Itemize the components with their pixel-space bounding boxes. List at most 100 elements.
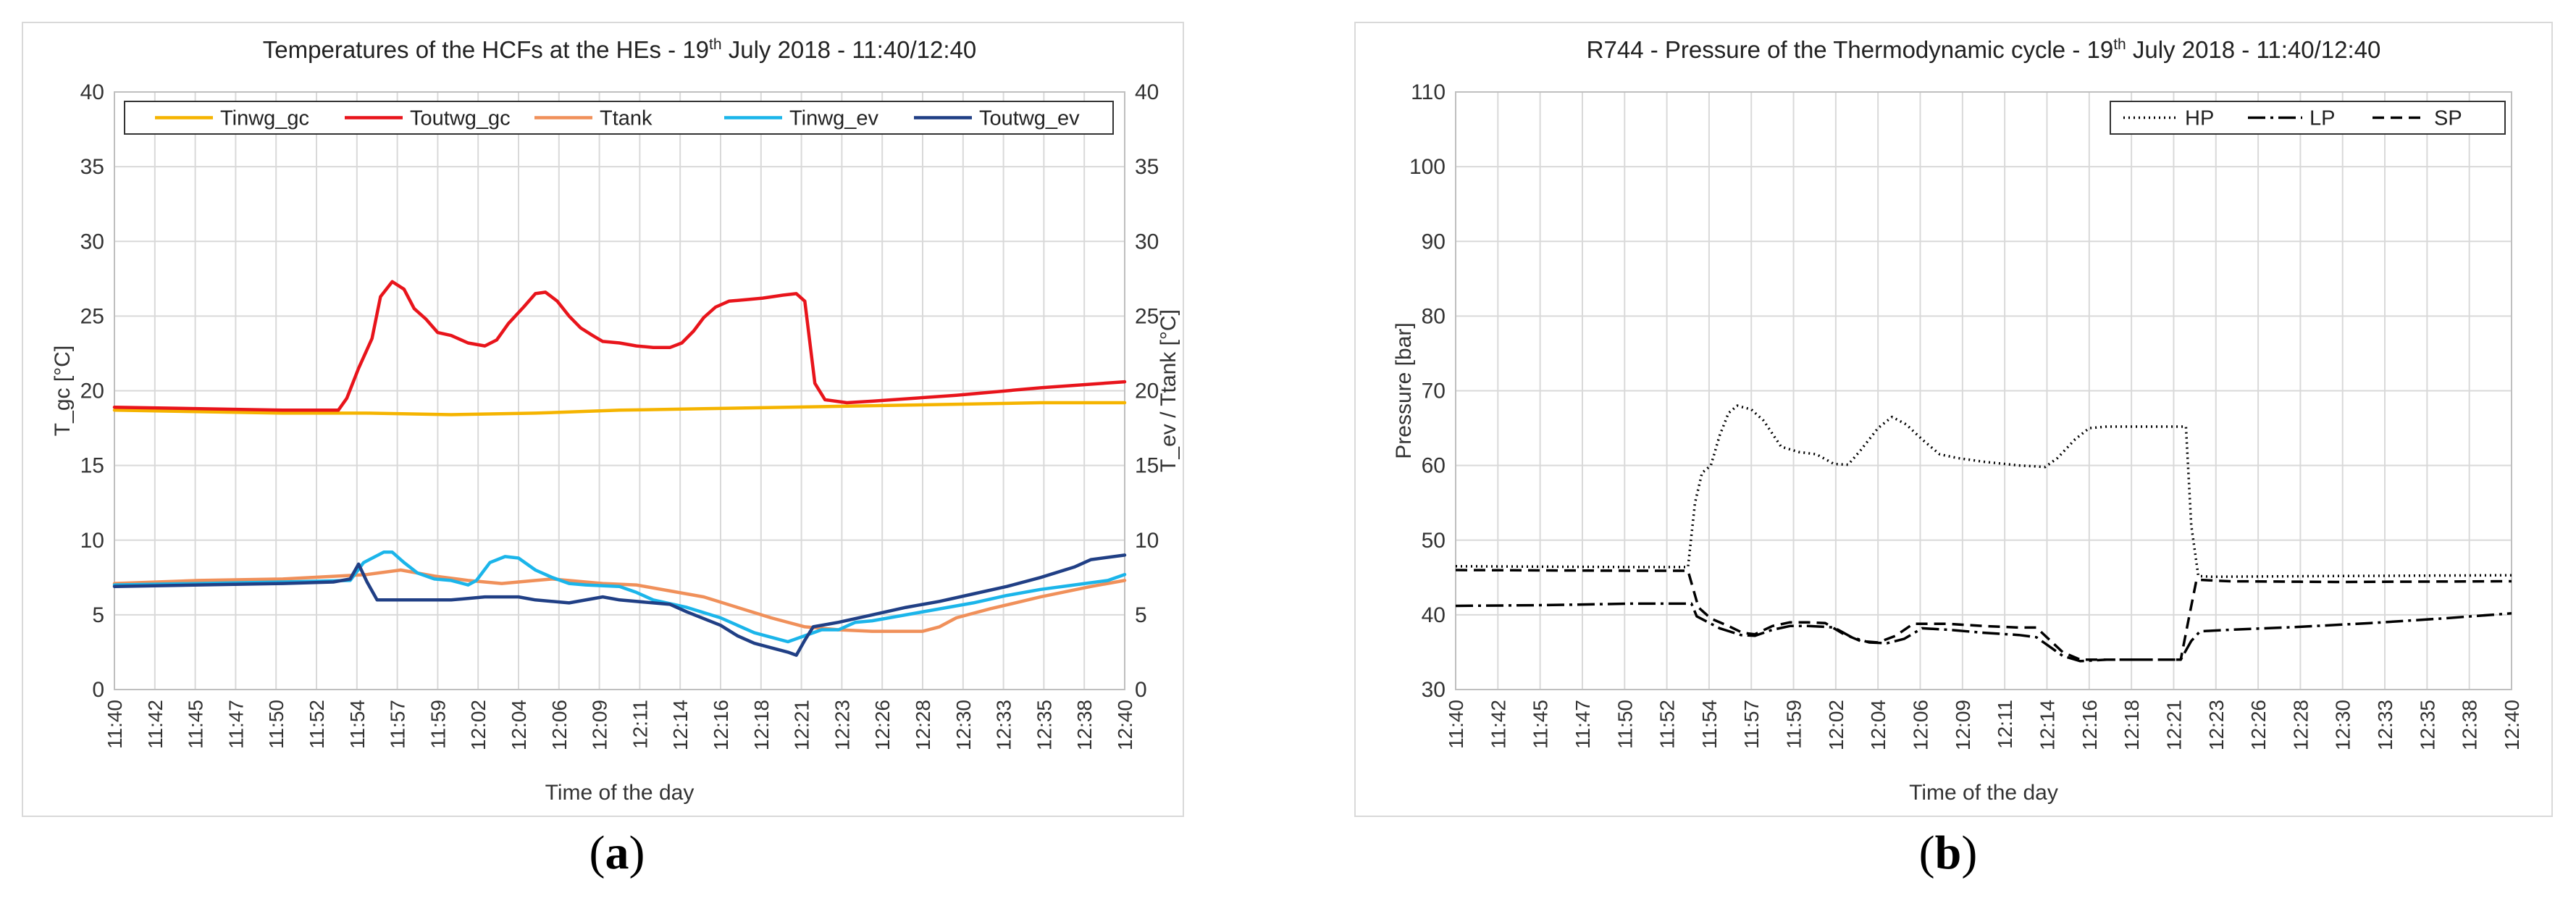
- chart-title: Temperatures of the HCFs at the HEs - 19…: [263, 36, 976, 63]
- x-axis-label: Time of the day: [545, 781, 695, 805]
- legend-label-toutwg_gc: Toutwg_gc: [410, 107, 511, 130]
- x-tick-label: 12:35: [1033, 700, 1055, 750]
- y-tick-label: 15: [80, 454, 104, 478]
- series-line-tinwg_ev: [112, 550, 1127, 644]
- y-axis-label: Pressure [bar]: [1392, 322, 1416, 458]
- x-tick-label: 12:21: [2162, 700, 2185, 750]
- legend-label-hp: HP: [2185, 107, 2214, 130]
- x-tick-label: 11:47: [225, 700, 247, 749]
- x-tick-label: 12:02: [1825, 700, 1847, 750]
- x-tick-label: 12:26: [2247, 700, 2270, 750]
- y-tick-label: 30: [80, 230, 104, 254]
- y-tick-label: 10: [80, 529, 104, 553]
- x-tick-label: 12:21: [791, 700, 813, 750]
- series-line-lp: [1455, 602, 2512, 663]
- x-tick-label: 12:18: [2120, 700, 2143, 750]
- x-tick-label: 12:33: [993, 700, 1015, 750]
- chart-title: R744 - Pressure of the Thermodynamic cyc…: [1587, 36, 2381, 63]
- x-tick-label: 11:50: [265, 700, 288, 749]
- y-tick-label: 5: [92, 603, 104, 627]
- x-tick-label: 11:42: [1487, 700, 1509, 749]
- legend-label-tinwg_ev: Tinwg_ev: [789, 107, 879, 130]
- x-tick-label: 12:33: [2374, 700, 2396, 750]
- x-tick-label: 12:40: [1114, 700, 1136, 750]
- y-tick-label: 0: [92, 678, 104, 702]
- y2-axis-label: T_ev / Ttank [°C]: [1157, 309, 1180, 472]
- x-tick-label: 11:59: [1783, 700, 1805, 749]
- x-tick-label: 12:02: [467, 700, 490, 750]
- plot-area-border: [114, 91, 1125, 690]
- y-tick-label: 50: [1422, 529, 1446, 553]
- y-tick-label: 40: [80, 80, 104, 104]
- x-tick-label: 12:38: [2459, 700, 2481, 750]
- x-tick-label: 12:30: [2332, 700, 2354, 750]
- y-tick-label: 110: [1411, 80, 1446, 104]
- chart-panel-b: R744 - Pressure of the Thermodynamic cyc…: [1354, 22, 2553, 817]
- x-tick-label: 12:16: [2078, 700, 2101, 750]
- y-tick-label: 90: [1422, 230, 1446, 254]
- panel-label-a: (a): [589, 826, 645, 879]
- x-tick-label: 11:52: [306, 700, 328, 749]
- y2-tick-label: 30: [1135, 230, 1159, 254]
- y-tick-label: 100: [1409, 155, 1446, 179]
- legend-label-toutwg_ev: Toutwg_ev: [979, 107, 1080, 130]
- x-tick-label: 11:57: [387, 700, 409, 749]
- x-tick-label: 11:47: [1572, 700, 1594, 749]
- x-tick-label: 11:57: [1740, 700, 1763, 749]
- x-tick-label: 11:40: [104, 700, 126, 749]
- x-tick-label: 11:50: [1614, 700, 1636, 749]
- y-tick-label: 30: [1422, 678, 1446, 702]
- chart-b-svg: R744 - Pressure of the Thermodynamic cyc…: [1392, 36, 2523, 805]
- y-tick-label: 40: [1422, 603, 1446, 627]
- series-line-tinwg_gc: [112, 401, 1127, 416]
- x-tick-label: 12:06: [548, 700, 571, 750]
- x-tick-label: 12:04: [1867, 700, 1889, 750]
- x-tick-label: 11:40: [1445, 700, 1467, 749]
- legend-label-tinwg_gc: Tinwg_gc: [220, 107, 309, 130]
- series-line-toutwg_ev: [112, 553, 1127, 657]
- legend-label-ttank: Ttank: [600, 107, 653, 130]
- y-axis-label: T_gc [°C]: [51, 345, 75, 436]
- x-tick-label: 11:52: [1656, 700, 1679, 749]
- chart-panel-a: Temperatures of the HCFs at the HEs - 19…: [22, 22, 1184, 817]
- y2-tick-label: 5: [1135, 603, 1147, 627]
- legend-box: [2110, 101, 2506, 135]
- panel-label-b: (b): [1918, 826, 1978, 879]
- x-tick-label: 11:54: [1698, 700, 1721, 749]
- y2-tick-label: 0: [1135, 678, 1147, 702]
- y-tick-label: 25: [80, 304, 104, 328]
- plot-area-border: [1455, 91, 2512, 690]
- legend-label-lp: LP: [2309, 107, 2335, 130]
- y2-tick-label: 35: [1135, 155, 1159, 179]
- x-tick-label: 12:28: [912, 700, 934, 750]
- x-tick-label: 12:18: [750, 700, 773, 750]
- x-tick-label: 12:28: [2289, 700, 2312, 750]
- x-tick-label: 12:04: [508, 700, 530, 750]
- x-tick-label: 12:14: [2036, 700, 2058, 750]
- y-tick-label: 80: [1422, 304, 1446, 328]
- y-tick-label: 60: [1422, 454, 1446, 478]
- y2-tick-label: 10: [1135, 529, 1159, 553]
- y2-tick-label: 15: [1135, 454, 1159, 478]
- x-tick-label: 12:11: [1994, 700, 2016, 749]
- x-tick-label: 12:09: [1952, 700, 1974, 750]
- series-line-hp: [1455, 404, 2512, 579]
- y2-tick-label: 20: [1135, 380, 1159, 403]
- x-tick-label: 12:26: [871, 700, 894, 750]
- x-tick-label: 12:14: [669, 700, 692, 750]
- x-tick-label: 11:54: [346, 700, 369, 749]
- y2-tick-label: 25: [1135, 304, 1159, 328]
- x-tick-label: 12:11: [629, 700, 651, 749]
- series-line-ttank: [112, 568, 1127, 633]
- legend-label-sp: SP: [2434, 107, 2462, 130]
- x-tick-label: 12:35: [2416, 700, 2438, 750]
- x-tick-label: 12:16: [710, 700, 732, 750]
- series-line-sp: [1455, 569, 2512, 661]
- x-tick-label: 12:30: [952, 700, 975, 750]
- chart-a-svg: Temperatures of the HCFs at the HEs - 19…: [51, 36, 1180, 805]
- x-tick-label: 12:40: [2501, 700, 2523, 750]
- x-axis-label: Time of the day: [1909, 781, 2058, 805]
- x-tick-label: 12:38: [1073, 700, 1096, 750]
- y-tick-label: 70: [1422, 380, 1446, 403]
- x-tick-label: 12:09: [589, 700, 611, 750]
